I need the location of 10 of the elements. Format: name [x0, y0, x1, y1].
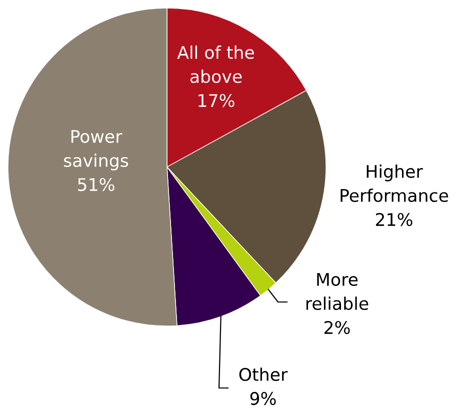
data-label: 2%: [324, 320, 350, 334]
data-label: 21%: [376, 212, 412, 226]
slice-label: Other: [239, 368, 288, 382]
slice-label: More reliable: [306, 273, 368, 310]
data-label: 51%: [78, 178, 114, 192]
data-label: 9%: [250, 392, 276, 406]
data-label: 17%: [198, 94, 234, 108]
slice-label: Power savings: [64, 130, 128, 170]
slice-label: Higher Performance: [340, 164, 448, 202]
slice-label: All of the above: [177, 46, 254, 84]
